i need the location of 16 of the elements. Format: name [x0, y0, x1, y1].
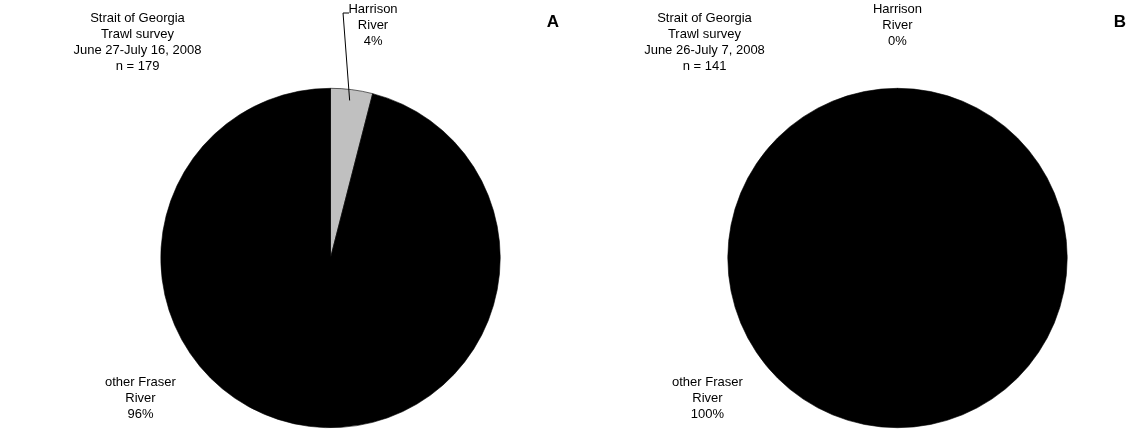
chart-title: Strait of Georgia Trawl survey: [657, 10, 753, 42]
text: A: [546, 12, 559, 32]
text: June 27-July 16, 2008: [73, 42, 202, 58]
text: B: [1113, 12, 1126, 32]
text: n = 141: [682, 58, 727, 74]
text: 0%: [888, 33, 907, 49]
slice-label: other Fraser River: [672, 374, 744, 406]
slice-label: other Fraser River: [105, 374, 177, 406]
category-label: Harrison River: [872, 1, 923, 33]
slice-label: Harrison River: [348, 1, 398, 33]
data-label: 100%: [690, 406, 725, 422]
data-label: 96%: [127, 406, 154, 422]
chart-subtitle: June 26-July 7, 2008: [644, 42, 765, 58]
text: Strait of Georgia Trawl survey: [90, 10, 186, 42]
data-label: 4%: [363, 33, 383, 49]
text: n = 179: [115, 58, 160, 74]
